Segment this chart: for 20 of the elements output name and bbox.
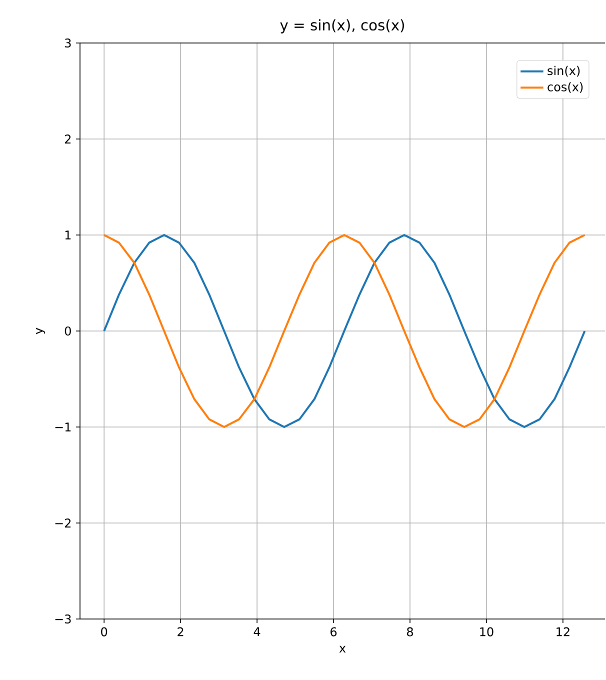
x-tick-label: 6 — [330, 627, 337, 636]
y-tick-label: 2 — [64, 134, 71, 144]
x-axis-title: x — [339, 646, 346, 652]
x-tick-label: 4 — [254, 627, 260, 636]
chart-title: y = sin(x), cos(x) — [280, 19, 404, 34]
legend-label: sin(x) — [548, 66, 580, 77]
line-series — [103, 234, 586, 428]
x-tick-label: 10 — [480, 627, 494, 636]
y-tick-label: −2 — [55, 518, 71, 528]
x-tick-label: 0 — [101, 627, 108, 636]
x-tick-label: 8 — [406, 627, 413, 636]
x-tick-label: 2 — [178, 627, 184, 636]
x-tick-label: 12 — [556, 627, 570, 636]
legend-label: cos(x) — [548, 82, 583, 93]
y-tick-label: 3 — [65, 38, 71, 48]
y-tick-label: −1 — [55, 422, 71, 432]
y-tick-label: 1 — [65, 230, 71, 240]
y-tick-label: −3 — [55, 614, 71, 624]
y-axis-title: y — [36, 328, 46, 334]
y-tick-label: 0 — [64, 326, 71, 336]
